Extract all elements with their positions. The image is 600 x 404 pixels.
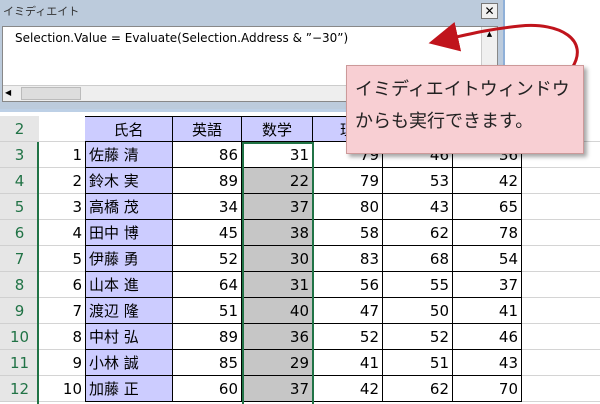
score-cell[interactable]: 51 — [383, 350, 453, 376]
score-cell[interactable]: 37 — [242, 376, 313, 402]
name-cell[interactable]: 中村 弘 — [85, 324, 173, 350]
score-cell[interactable]: 34 — [173, 194, 242, 220]
row-header[interactable]: 8 — [0, 272, 39, 298]
name-cell[interactable]: 渡辺 隆 — [85, 298, 173, 324]
row-number-cell[interactable]: 4 — [72, 224, 82, 242]
score-cell[interactable]: 36 — [242, 324, 313, 350]
score-cell[interactable]: 43 — [383, 194, 453, 220]
score-cell[interactable]: 85 — [173, 350, 242, 376]
score-cell[interactable]: 42 — [453, 168, 522, 194]
row-header[interactable]: 4 — [0, 168, 39, 194]
row-header[interactable]: 5 — [0, 194, 39, 220]
row-number-cell[interactable]: 9 — [72, 354, 82, 372]
score-cell[interactable]: 42 — [313, 376, 383, 402]
row-number-cell[interactable]: 1 — [72, 146, 82, 164]
score-cell[interactable]: 89 — [173, 324, 242, 350]
score-cell[interactable]: 52 — [173, 246, 242, 272]
immediate-code-line[interactable]: Selection.Value = Evaluate(Selection.Add… — [15, 31, 349, 45]
score-cell[interactable]: 56 — [313, 272, 383, 298]
name-cell[interactable]: 田中 博 — [85, 220, 173, 246]
score-cell[interactable]: 89 — [173, 168, 242, 194]
name-cell[interactable]: 山本 進 — [85, 272, 173, 298]
row-header[interactable]: 12 — [0, 376, 39, 402]
score-cell[interactable]: 52 — [383, 324, 453, 350]
row-number-cell[interactable]: 8 — [72, 328, 82, 346]
score-cell[interactable]: 37 — [453, 272, 522, 298]
close-icon[interactable]: ✕ — [481, 3, 498, 19]
row-number-cell[interactable]: 7 — [72, 302, 82, 320]
selection-border — [242, 142, 314, 404]
score-cell[interactable]: 83 — [313, 246, 383, 272]
callout-line-1: イミディエイトウィンドウ — [355, 79, 570, 100]
score-cell[interactable]: 70 — [453, 376, 522, 402]
score-cell[interactable]: 45 — [173, 220, 242, 246]
row-header[interactable]: 9 — [0, 298, 39, 324]
score-cell[interactable]: 37 — [242, 194, 313, 220]
column-header-cell[interactable]: 数学 — [242, 116, 313, 142]
scroll-thumb[interactable] — [21, 87, 81, 100]
score-cell[interactable]: 54 — [453, 246, 522, 272]
row-header[interactable]: 6 — [0, 220, 39, 246]
column-header-cell[interactable]: 氏名 — [85, 116, 173, 142]
score-cell[interactable]: 40 — [242, 298, 313, 324]
row-number-cell[interactable]: 2 — [72, 172, 82, 190]
score-cell[interactable]: 47 — [313, 298, 383, 324]
score-cell[interactable]: 64 — [173, 272, 242, 298]
row-header[interactable]: 10 — [0, 324, 39, 350]
row-number-cell[interactable]: 5 — [72, 250, 82, 268]
name-cell[interactable]: 高橋 茂 — [85, 194, 173, 220]
score-cell[interactable]: 41 — [313, 350, 383, 376]
score-cell[interactable]: 53 — [383, 168, 453, 194]
row-header[interactable]: 3 — [0, 142, 39, 168]
column-header-cell[interactable]: 英語 — [173, 116, 242, 142]
score-cell[interactable]: 62 — [383, 220, 453, 246]
callout-line-2: からも実行できます。 — [355, 111, 534, 132]
row-header[interactable]: 2 — [0, 116, 39, 142]
score-cell[interactable]: 30 — [242, 246, 313, 272]
score-cell[interactable]: 79 — [313, 168, 383, 194]
name-cell[interactable]: 小林 誠 — [85, 350, 173, 376]
score-cell[interactable]: 68 — [383, 246, 453, 272]
row-number-cell[interactable]: 6 — [72, 276, 82, 294]
score-cell[interactable]: 41 — [453, 298, 522, 324]
score-cell[interactable]: 58 — [313, 220, 383, 246]
score-cell[interactable]: 50 — [383, 298, 453, 324]
score-cell[interactable]: 86 — [173, 142, 242, 168]
row-number-cell[interactable]: 3 — [72, 198, 82, 216]
score-cell[interactable]: 62 — [383, 376, 453, 402]
score-cell[interactable]: 43 — [453, 350, 522, 376]
score-cell[interactable]: 55 — [383, 272, 453, 298]
score-cell[interactable]: 51 — [173, 298, 242, 324]
row-header-selection-marker — [37, 142, 39, 404]
scroll-up-icon[interactable]: ▲ — [486, 30, 493, 38]
callout-note: イミディエイトウィンドウ からも実行できます。 — [346, 65, 584, 154]
row-number-cell[interactable]: 10 — [62, 380, 82, 398]
name-cell[interactable]: 伊藤 勇 — [85, 246, 173, 272]
row-header[interactable]: 11 — [0, 350, 39, 376]
row-header[interactable]: 7 — [0, 246, 39, 272]
score-cell[interactable]: 29 — [242, 350, 313, 376]
name-cell[interactable]: 佐藤 清 — [85, 142, 173, 168]
score-cell[interactable]: 65 — [453, 194, 522, 220]
immediate-window-title: イミディエイト — [3, 5, 80, 18]
name-cell[interactable]: 鈴木 実 — [85, 168, 173, 194]
scroll-left-icon[interactable]: ◀ — [5, 88, 12, 97]
score-cell[interactable]: 31 — [242, 272, 313, 298]
score-cell[interactable]: 46 — [453, 324, 522, 350]
score-cell[interactable]: 60 — [173, 376, 242, 402]
score-cell[interactable]: 78 — [453, 220, 522, 246]
score-cell[interactable]: 52 — [313, 324, 383, 350]
name-cell[interactable]: 加藤 正 — [85, 376, 173, 402]
score-cell[interactable]: 80 — [313, 194, 383, 220]
